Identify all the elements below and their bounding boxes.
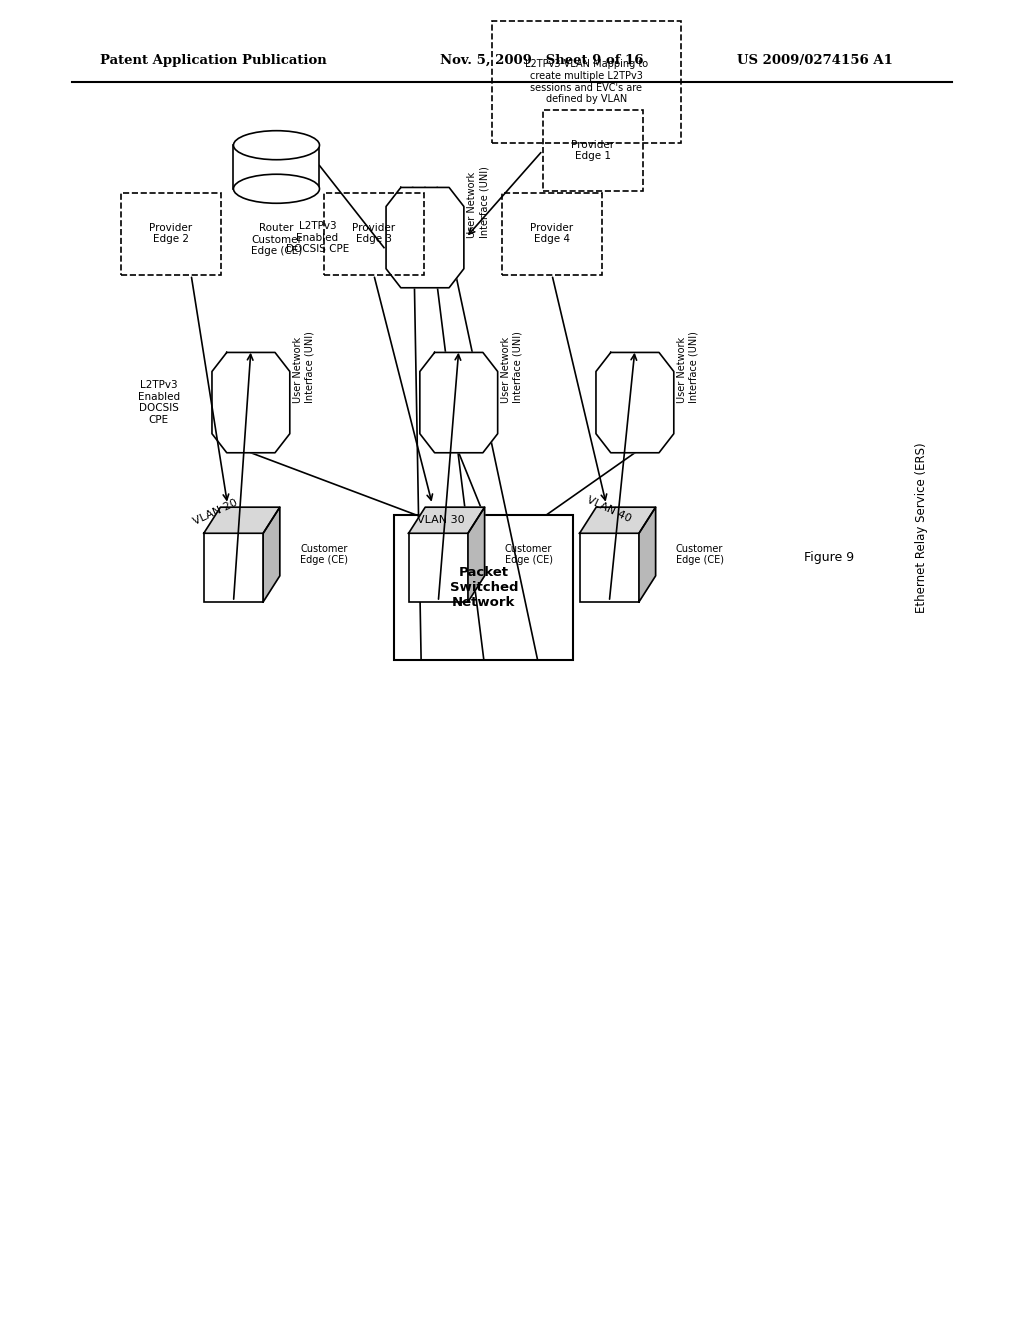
Text: Provider
Edge 2: Provider Edge 2 — [150, 223, 193, 244]
Ellipse shape — [233, 174, 319, 203]
Bar — [492, 21, 681, 143]
Polygon shape — [386, 187, 464, 288]
Text: Ethernet Relay Service (ERS): Ethernet Relay Service (ERS) — [915, 442, 928, 614]
Bar — [204, 533, 263, 602]
Bar — [543, 110, 643, 191]
Polygon shape — [580, 507, 655, 533]
Text: Customer
Edge (CE): Customer Edge (CE) — [300, 544, 348, 565]
Polygon shape — [204, 507, 280, 533]
Text: Provider
Edge 1: Provider Edge 1 — [571, 140, 614, 161]
Text: Router
Customer
Edge (CE): Router Customer Edge (CE) — [251, 223, 302, 256]
Text: Packet
Switched
Network: Packet Switched Network — [450, 566, 518, 609]
Text: VLAN 30: VLAN 30 — [417, 515, 464, 525]
Text: Provider
Edge 4: Provider Edge 4 — [530, 223, 573, 244]
Polygon shape — [420, 352, 498, 453]
Text: User Network
Interface (UNI): User Network Interface (UNI) — [293, 331, 315, 403]
Text: L2TPv3
Enabled
DOCSIS CPE: L2TPv3 Enabled DOCSIS CPE — [286, 220, 349, 255]
Text: Customer
Edge (CE): Customer Edge (CE) — [676, 544, 724, 565]
Text: Nov. 5, 2009   Sheet 9 of 16: Nov. 5, 2009 Sheet 9 of 16 — [440, 54, 644, 67]
Bar — [233, 145, 319, 189]
Polygon shape — [263, 507, 280, 602]
Polygon shape — [409, 507, 484, 533]
Text: Figure 9: Figure 9 — [805, 550, 854, 564]
Text: US 2009/0274156 A1: US 2009/0274156 A1 — [737, 54, 893, 67]
Polygon shape — [596, 352, 674, 453]
Bar — [121, 193, 221, 275]
Text: User Network
Interface (UNI): User Network Interface (UNI) — [501, 331, 523, 403]
Text: Provider
Edge 3: Provider Edge 3 — [352, 223, 395, 244]
Bar — [580, 533, 639, 602]
Text: Patent Application Publication: Patent Application Publication — [100, 54, 327, 67]
Polygon shape — [468, 507, 484, 602]
Bar — [324, 193, 424, 275]
Text: User Network
Interface (UNI): User Network Interface (UNI) — [677, 331, 699, 403]
Bar — [502, 193, 602, 275]
Text: L2TPv3 VLAN Mapping to
create multiple L2TPv3
sessions and EVC's are
defined by : L2TPv3 VLAN Mapping to create multiple L… — [524, 59, 648, 104]
Polygon shape — [639, 507, 655, 602]
Text: User Network
Interface (UNI): User Network Interface (UNI) — [467, 166, 489, 238]
Text: L2TPv3
Enabled
DOCSIS
CPE: L2TPv3 Enabled DOCSIS CPE — [137, 380, 180, 425]
Text: VLAN 20: VLAN 20 — [191, 498, 239, 527]
Bar — [409, 533, 468, 602]
Polygon shape — [212, 352, 290, 453]
Text: Customer
Edge (CE): Customer Edge (CE) — [505, 544, 553, 565]
Ellipse shape — [233, 131, 319, 160]
Text: VLAN 40: VLAN 40 — [586, 495, 633, 524]
Bar — [394, 515, 573, 660]
